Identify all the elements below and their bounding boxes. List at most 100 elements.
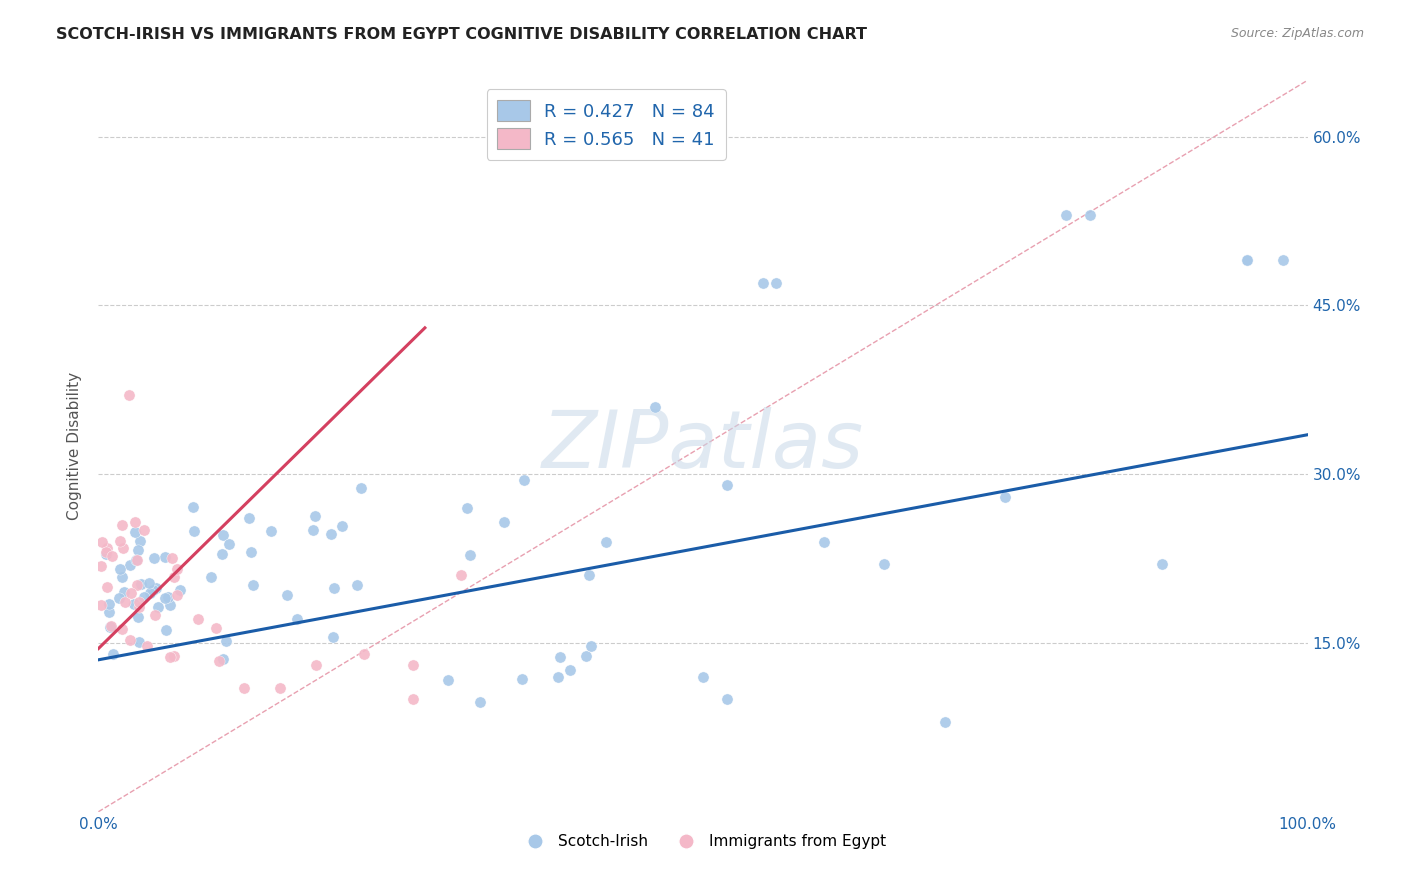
Point	[143, 607, 166, 622]
Point	[242, 578, 264, 592]
Point	[129, 576, 152, 591]
Point	[402, 692, 425, 706]
Point	[156, 590, 179, 604]
Point	[873, 557, 896, 571]
Point	[96, 541, 118, 556]
Point	[575, 648, 598, 663]
Point	[134, 590, 156, 604]
Text: ZIPatlas: ZIPatlas	[541, 407, 865, 485]
Point	[159, 650, 181, 665]
Point	[1078, 208, 1101, 222]
Point	[112, 585, 135, 599]
Point	[138, 576, 160, 591]
Point	[353, 647, 375, 661]
Point	[456, 500, 478, 515]
Point	[285, 612, 308, 626]
Point	[90, 598, 112, 612]
Point	[1236, 253, 1258, 268]
Point	[101, 549, 124, 563]
Point	[166, 562, 188, 576]
Point	[118, 388, 141, 402]
Point	[346, 577, 368, 591]
Point	[98, 619, 121, 633]
Point	[145, 581, 167, 595]
Point	[238, 510, 260, 524]
Point	[181, 500, 204, 514]
Point	[692, 670, 714, 684]
Point	[513, 473, 536, 487]
Point	[239, 544, 262, 558]
Point	[146, 599, 169, 614]
Point	[260, 524, 283, 538]
Point	[124, 524, 146, 539]
Point	[153, 549, 176, 564]
Point	[765, 276, 787, 290]
Point	[125, 577, 148, 591]
Point	[111, 518, 134, 533]
Y-axis label: Cognitive Disability: Cognitive Disability	[67, 372, 83, 520]
Point	[470, 696, 492, 710]
Point	[560, 664, 582, 678]
Point	[111, 622, 134, 636]
Point	[120, 633, 142, 648]
Point	[166, 588, 188, 602]
Point	[1272, 253, 1295, 268]
Point	[215, 633, 238, 648]
Point	[127, 610, 149, 624]
Point	[547, 670, 569, 684]
Point	[100, 619, 122, 633]
Point	[108, 561, 131, 575]
Point	[813, 534, 835, 549]
Point	[232, 681, 254, 695]
Point	[98, 605, 121, 619]
Point	[994, 490, 1017, 504]
Point	[160, 551, 183, 566]
Point	[322, 631, 344, 645]
Point	[323, 581, 346, 595]
Point	[595, 534, 617, 549]
Point	[200, 570, 222, 584]
Point	[91, 535, 114, 549]
Point	[332, 518, 354, 533]
Text: Source: ZipAtlas.com: Source: ZipAtlas.com	[1230, 27, 1364, 40]
Point	[350, 481, 373, 495]
Point	[103, 647, 125, 661]
Point	[208, 654, 231, 668]
Point	[169, 582, 191, 597]
Point	[121, 585, 143, 599]
Point	[402, 658, 425, 673]
Point	[579, 639, 602, 653]
Point	[1236, 253, 1258, 268]
Point	[163, 570, 186, 584]
Point	[122, 597, 145, 611]
Point	[138, 586, 160, 600]
Point	[96, 580, 118, 594]
Point	[212, 651, 235, 665]
Point	[136, 640, 159, 654]
Point	[752, 276, 775, 290]
Legend: Scotch-Irish, Immigrants from Egypt: Scotch-Irish, Immigrants from Egypt	[513, 828, 893, 855]
Point	[111, 541, 134, 555]
Text: SCOTCH-IRISH VS IMMIGRANTS FROM EGYPT COGNITIVE DISABILITY CORRELATION CHART: SCOTCH-IRISH VS IMMIGRANTS FROM EGYPT CO…	[56, 27, 868, 42]
Point	[163, 649, 186, 664]
Point	[458, 548, 481, 562]
Point	[302, 524, 325, 538]
Point	[716, 692, 738, 706]
Point	[118, 558, 141, 573]
Point	[127, 543, 149, 558]
Point	[97, 597, 120, 611]
Point	[1152, 557, 1174, 571]
Point	[305, 658, 328, 673]
Point	[450, 568, 472, 582]
Point	[128, 594, 150, 608]
Point	[90, 558, 112, 573]
Point	[153, 591, 176, 606]
Point	[205, 621, 228, 635]
Point	[211, 547, 233, 561]
Point	[127, 553, 149, 567]
Point	[644, 400, 666, 414]
Point	[492, 515, 515, 529]
Point	[111, 570, 134, 584]
Point	[96, 545, 118, 559]
Point	[276, 588, 298, 602]
